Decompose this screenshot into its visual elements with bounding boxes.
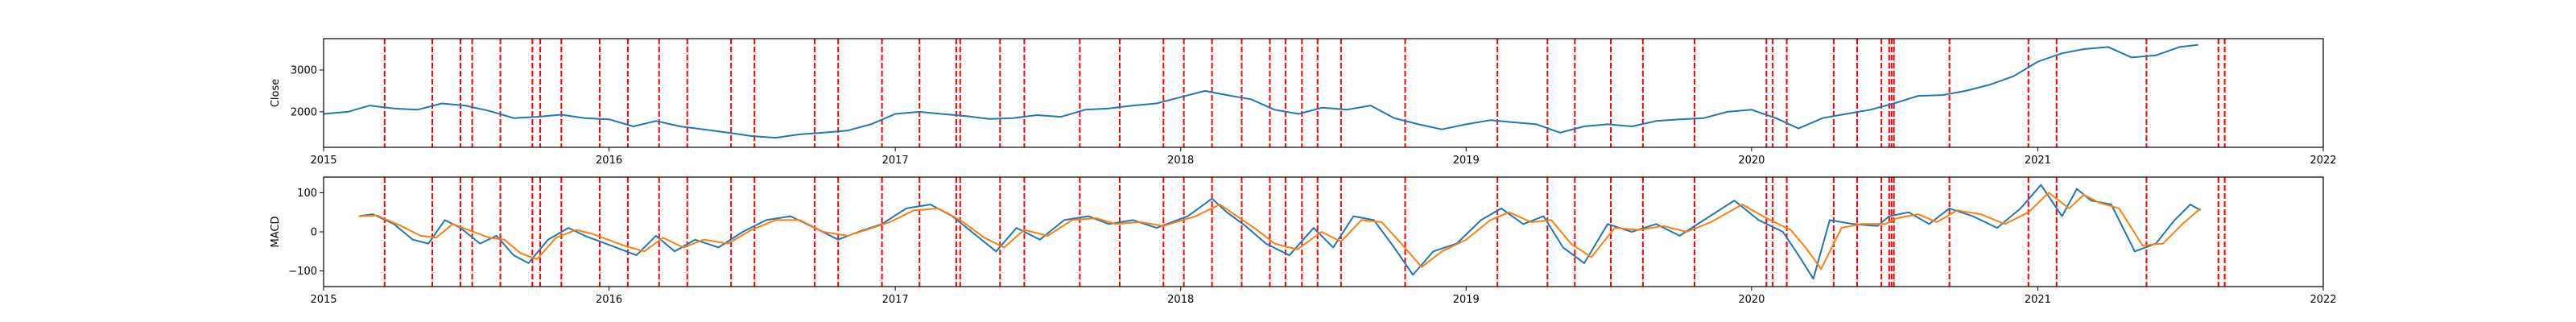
x-tick-label: 2020 (1738, 155, 1765, 167)
x-tick-label: 2016 (596, 294, 622, 306)
x-tick-label: 2016 (596, 155, 622, 167)
x-tick-label: 2019 (1453, 155, 1480, 167)
x-tick-label: 2022 (2310, 155, 2336, 167)
macd-panel: 2015 2016 2017 2018 2019 2020 2021 2022 −100 0 100… (270, 176, 2337, 306)
series-line-1 (358, 192, 2202, 270)
y-tick-label: 3000 (291, 64, 317, 76)
x-tick-label: 2015 (310, 294, 336, 306)
series-line-0 (358, 184, 2202, 280)
x-tick-label: 2018 (1167, 155, 1194, 167)
series-line-0 (323, 43, 2198, 139)
x-tick-label: 2018 (1167, 294, 1194, 306)
y-tick-label: 100 (297, 188, 317, 200)
y-axis-label: MACD (270, 217, 282, 248)
x-tick-label: 2017 (882, 155, 909, 167)
x-tick-label: 2021 (2025, 155, 2051, 167)
x-tick-label: 2019 (1453, 294, 1480, 306)
y-tick-label: 0 (311, 227, 317, 239)
x-tick-label: 2022 (2310, 294, 2336, 306)
signal-lines (383, 177, 2226, 287)
plot-area (324, 39, 2323, 147)
x-tick-label: 2015 (310, 155, 336, 167)
y-tick-label: −100 (288, 266, 317, 278)
plot-frame (323, 38, 2324, 148)
y-tick-label: 2000 (291, 106, 317, 118)
x-tick-label: 2017 (882, 294, 909, 306)
plot-area (324, 177, 2323, 287)
close-price-panel: 2015 2016 2017 2018 2019 2020 2021 2022 2000 3000… (270, 38, 2337, 167)
y-axis-label: Close (270, 79, 282, 107)
x-tick-label: 2021 (2025, 294, 2051, 306)
x-tick-label: 2020 (1738, 294, 1765, 306)
